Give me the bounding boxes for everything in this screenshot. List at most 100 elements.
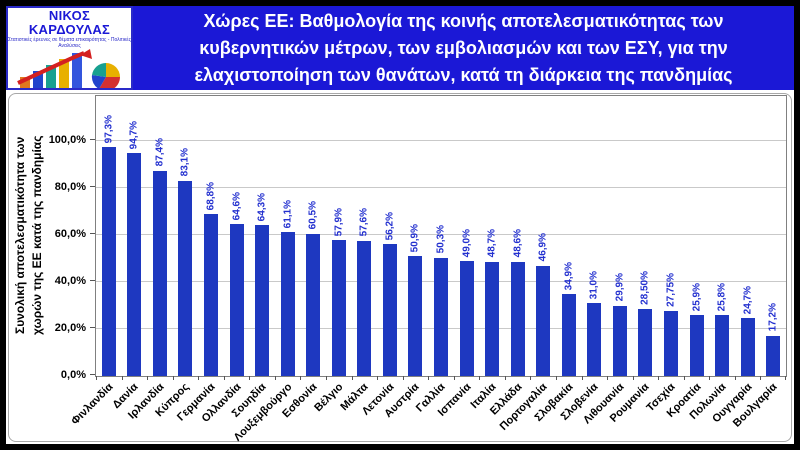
bar-value-label: 97,3% [103,115,115,144]
bar-Ιρλανδία [152,170,167,376]
bar-column: 25,8% Πολωνία [688,96,735,422]
x-tick-mark [658,376,660,380]
bar-value-label: 25,9% [691,282,703,312]
bar-column: 64,3% Σουηδία [230,96,275,420]
bar-Δανία [127,153,142,376]
bar-column: 48,6% Ελλάδα [488,96,531,418]
bar-value-label: 28,50% [639,271,651,306]
gridline [96,187,786,188]
x-tick-mark [607,376,609,380]
y-axis-title-line1: Συνολική αποτελεσματικότητα των [13,136,27,334]
x-tick-mark [96,376,97,380]
bar-column: 31,0% Σλοβενία [559,96,608,423]
y-tick-label: 80,0% [54,181,86,193]
bar-column: 64,6% Ολλανδία [199,96,250,425]
bar-value-label: 49,0% [461,228,473,257]
bar-Κύπρος [178,180,193,376]
bar-Λετονία [382,243,397,376]
x-tick-mark [121,376,123,380]
x-tick-mark [377,376,379,380]
x-tick-mark [172,376,174,380]
bar-column: 49,0% Ισπανία [435,96,480,419]
bar-value-label: 46,9% [537,233,549,262]
bar-column: 57,6% Μάλτα [339,96,378,413]
bar-Ελλάδα [510,261,525,376]
bar-column: 34,9% Σλοβακία [532,96,582,424]
y-tick-label: 0,0% [60,369,86,381]
y-axis-title-line2: χωρών της ΕΕ κατά της πανδημίας [30,135,44,335]
x-tick-mark [453,376,455,380]
bar-Πολωνία [715,315,730,376]
x-tick-mark [326,376,327,380]
bar-value-label: 50,9% [409,224,421,253]
x-tick-mark [683,376,685,380]
x-tick-mark [223,376,225,380]
y-tick-mark [90,139,95,140]
bar-Τσεχία [663,310,678,376]
bar-value-label: 68,8% [205,181,217,211]
bar-column: 87,4% Ιρλανδία [126,96,173,421]
x-tick-mark [632,376,634,380]
bar-Εσθονία [306,233,321,376]
bar-value-label: 56,2% [384,211,396,240]
bar-value-label: 57,9% [333,207,345,236]
x-tick-mark [530,376,532,380]
bar-column: 94,7% Δανία [111,96,148,411]
bar-value-label: 27,75% [665,272,677,307]
bar-column: 25,9% Κροατία [664,96,710,420]
bar-column: 60,5% Εσθονία [280,96,326,420]
bar-value-label: 48,6% [512,229,524,258]
bar-value-label: 29,9% [614,273,626,302]
bar-column: 28,50% Ρουμανία [608,96,659,425]
x-tick-mark [274,376,276,380]
y-tick-mark [90,327,95,328]
bar-column: 24,7% Ουγγαρία [710,96,761,425]
bar-column: 83,1% Κύπρος [154,96,199,419]
bar-Ισπανία [459,260,474,376]
bar-Αυστρία [408,256,423,376]
bar-Μάλτα [357,240,372,376]
bar-column: 48,7% Ιταλία [469,96,505,411]
y-axis-title: Συνολική αποτελεσματικότητα των χωρών τη… [10,95,48,375]
bar-column: 17,2% Βουλγαρία [731,96,786,430]
x-tick-mark [249,376,251,380]
bar-Πορτογαλία [536,265,551,376]
bar-value-label: 87,4% [154,138,166,167]
author-tagline: Στατιστικές έρευνες σε θέματα επικαιρότη… [8,37,131,49]
bar-value-label: 17,2% [767,303,779,332]
gridline [96,140,786,141]
bar-Ρουμανία [638,309,653,376]
bar-Βουλγαρία [766,335,781,376]
bar-column: 97,3% Φινλανδία [69,96,122,427]
bar-column: 50,9% Αυστρία [383,96,429,420]
y-tick-label: 60,0% [54,228,86,240]
y-tick-mark [90,233,95,234]
bar-value-label: 64,3% [256,192,268,221]
bar-column: 46,9% Πορτογαλία [498,96,556,433]
logo-chart-graphic [16,49,120,88]
x-tick-mark [734,376,736,380]
bar-Ιταλία [485,261,500,376]
bar-Κροατία [689,315,704,376]
plot-area: 97,3% Φινλανδία 94,7% Δανία 87,4% Ιρλανδία 83,… [69,95,787,444]
x-tick-mark [504,376,506,380]
bar-value-label: 94,7% [128,121,140,150]
bar-value-label: 83,1% [179,148,191,177]
y-axis: 0,0% 20,0% 40,0% 60,0% 80,0% 100,0% [46,95,95,381]
bar-Ουγγαρία [740,317,755,376]
bar-value-label: 24,7% [742,285,754,314]
bar-value-label: 50,3% [435,225,447,254]
bar-Σλοβακία [561,294,576,376]
bar-column: 56,2% Λετονία [360,96,403,418]
bar-Βέλγιο [331,239,346,376]
bar-column: 61,1% Λουξεμβούργο [231,96,301,444]
bar-column: 27,75% Τσεχία [644,96,684,414]
y-tick-mark [90,186,95,187]
bar-Σλοβενία [587,303,602,376]
x-tick-mark [709,376,711,380]
bar-value-label: 48,7% [486,229,498,258]
y-tick-mark [90,280,95,281]
x-tick-mark [428,376,430,380]
author-logo: ΝΙΚΟΣ ΚΑΡΔΟΥΛΑΣ Στατιστικές έρευνες σε θ… [6,6,133,90]
gridline [96,234,786,235]
